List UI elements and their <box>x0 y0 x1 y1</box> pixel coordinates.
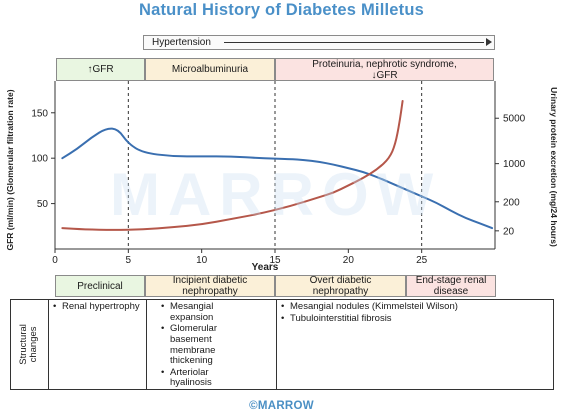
stage-preclinical: Preclinical <box>55 275 145 297</box>
stage-end-stage-renal-disease-label: End-stage renal disease <box>408 275 494 297</box>
x-tick-label: 10 <box>196 255 208 266</box>
y2-axis-title: Urinary protein excretion (mg/24 hours) <box>549 87 559 247</box>
stage-overt-nephropathy: Overt diabetic nephropathy <box>275 275 406 297</box>
structural-item: Tubulointerstitial fibrosis <box>281 314 549 325</box>
structural-item: Renal hypertrophy <box>53 302 142 313</box>
y2-tick-label: 5000 <box>503 114 526 125</box>
gfr-series-line <box>62 129 492 228</box>
stage-incipient-nephropathy: Incipient diabetic nephropathy <box>145 275 275 297</box>
x-axis-title: Years <box>252 262 279 273</box>
y2-tick-label: 200 <box>503 197 520 208</box>
y-tick-label: 100 <box>31 154 48 165</box>
footer-credit: ©MARROW <box>0 400 563 412</box>
structural-changes-table: Structural changes Renal hypertrophy Mes… <box>10 299 554 390</box>
x-tick-label: 5 <box>126 255 132 266</box>
y2-tick-label: 20 <box>503 226 515 237</box>
stage-preclinical-label: Preclinical <box>77 281 123 292</box>
protein-excretion-series-line <box>62 101 402 230</box>
structural-changes-row-label: Structural changes <box>11 300 48 389</box>
structural-item: Glomerular basement membrane thickening <box>161 324 250 367</box>
x-tick-label: 20 <box>343 255 355 266</box>
stage-incipient-nephropathy-label: Incipient diabetic nephropathy <box>160 275 260 297</box>
structural-col-incipient: Mesangial expansion Glomerular basement … <box>146 300 276 389</box>
y-tick-label: 50 <box>37 199 49 210</box>
y2-tick-label: 1000 <box>503 159 526 170</box>
y-tick-label: 150 <box>31 108 48 119</box>
structural-changes-label-text: Structural changes <box>19 324 40 365</box>
x-tick-label: 0 <box>52 255 58 266</box>
stage-end-stage-renal-disease: End-stage renal disease <box>406 275 496 297</box>
structural-item: Mesangial nodules (Kimmelsteil Wilson) <box>281 302 485 313</box>
structural-item: Arteriolar hyalinosis <box>161 368 245 389</box>
structural-col-overt: Mesangial nodules (Kimmelsteil Wilson) T… <box>276 300 553 389</box>
stage-overt-nephropathy-label: Overt diabetic nephropathy <box>293 275 388 297</box>
y-axis-title: GFR (ml/min) (Glomerular filtration rate… <box>5 89 15 250</box>
structural-col-preclinical: Renal hypertrophy <box>48 300 146 389</box>
x-tick-label: 25 <box>416 255 428 266</box>
structural-item: Mesangial expansion <box>161 302 245 323</box>
